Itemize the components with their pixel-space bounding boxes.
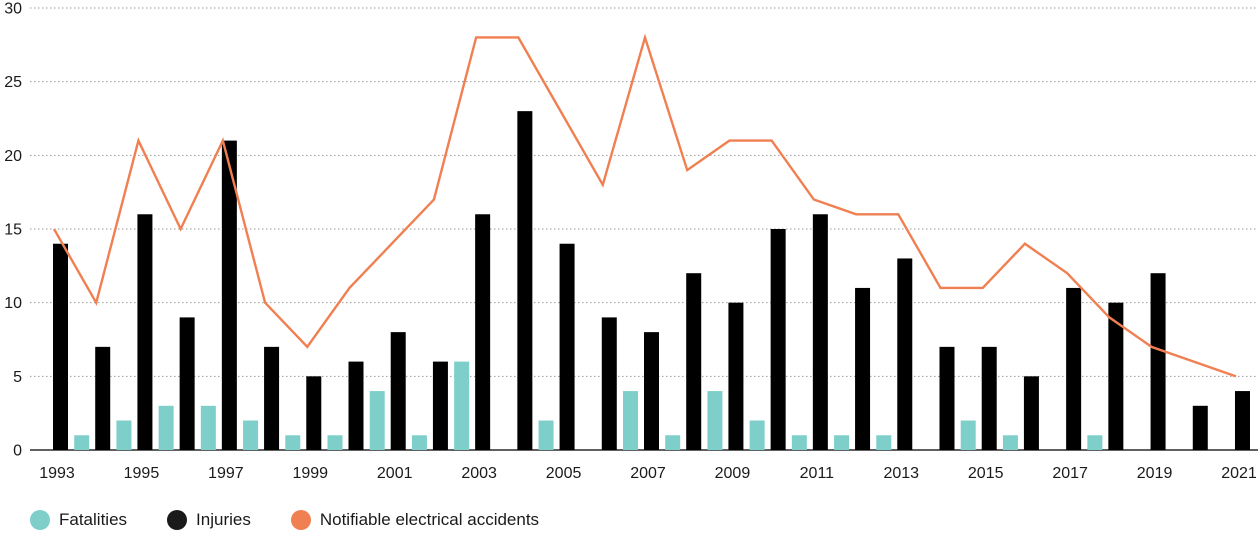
fatalities-bar-2012 <box>834 435 850 450</box>
legend-swatch-notifiable <box>290 510 311 530</box>
injuries-bar-2010 <box>770 229 786 450</box>
injuries-bar-1997 <box>221 140 237 450</box>
y-tick-label-10: 10 <box>4 295 22 312</box>
fatalities-bar-2015 <box>960 420 976 450</box>
injuries-bar-2021 <box>1234 391 1250 450</box>
injuries-bar-2019 <box>1150 273 1166 450</box>
x-tick-label-2003: 2003 <box>461 465 497 482</box>
injuries-bar-2018 <box>1108 302 1124 450</box>
injuries-bar-2020 <box>1192 405 1208 450</box>
fatalities-bar-2000 <box>327 435 343 450</box>
fatalities-bar-2008 <box>665 435 681 450</box>
injuries-bar-2000 <box>348 361 364 450</box>
x-tick-label-1997: 1997 <box>208 465 244 482</box>
x-tick-label-1999: 1999 <box>292 465 328 482</box>
injuries-bar-1993 <box>53 243 68 450</box>
injuries-bar-2015 <box>981 346 997 450</box>
y-tick-label-0: 0 <box>13 443 22 460</box>
y-tick-label-30: 30 <box>4 1 22 18</box>
x-tick-label-2009: 2009 <box>715 465 751 482</box>
fatalities-bar-2010 <box>749 420 765 450</box>
injuries-bar-1994 <box>95 346 111 450</box>
injuries-bar-2016 <box>1023 376 1039 450</box>
fatalities-bar-2018 <box>1087 435 1103 450</box>
y-tick-label-20: 20 <box>4 148 22 165</box>
legend-item-injuries: Injuries <box>167 510 251 530</box>
x-tick-label-2011: 2011 <box>800 465 835 482</box>
x-tick-label-2019: 2019 <box>1137 465 1173 482</box>
injuries-bar-2007 <box>643 332 659 450</box>
injuries-bar-2004 <box>517 111 533 450</box>
x-tick-label-1993: 1993 <box>39 465 75 482</box>
fatalities-bar-2016 <box>1002 435 1018 450</box>
x-axis-tick-labels: 1993 1995 1997 1999 2001 2003 2005 2007 2009 2011… <box>39 465 1257 482</box>
fatalities-bar-2001 <box>369 391 385 450</box>
notifiable-electrical-accidents-line <box>52 33 1237 378</box>
fatalities-bar-1996 <box>158 405 174 450</box>
legend-item-fatalities: Fatalities <box>30 510 127 530</box>
injuries-bar-1998 <box>264 346 280 450</box>
x-tick-label-2007: 2007 <box>630 465 666 482</box>
x-tick-label-2017: 2017 <box>1052 465 1088 482</box>
fatalities-bar-1995 <box>116 420 132 450</box>
fatalities-bar-2009 <box>707 391 723 450</box>
y-tick-label-15: 15 <box>4 222 22 239</box>
fatalities-bar-1999 <box>285 435 301 450</box>
injuries-bar-2011 <box>812 214 828 450</box>
injuries-bar-2008 <box>686 273 702 450</box>
x-tick-label-2013: 2013 <box>883 465 919 482</box>
chart: 0 5 10 15 20 25 30 1993 1995 1997 1999 2001 2003 200… <box>4 1 1258 482</box>
legend-label-injuries: Injuries <box>196 510 251 529</box>
fatalities-bar-2007 <box>622 391 638 450</box>
fatalities-bar-2005 <box>538 420 554 450</box>
x-tick-label-2005: 2005 <box>546 465 582 482</box>
injuries-bar-2002 <box>432 361 448 450</box>
legend: Fatalities Injuries Notifiable electrica… <box>30 510 579 530</box>
injuries-bar-1995 <box>137 214 153 450</box>
y-tick-label-25: 25 <box>4 74 22 91</box>
injuries-bar-1999 <box>306 376 322 450</box>
bars <box>53 111 1250 450</box>
injuries-bar-2009 <box>728 302 744 450</box>
injuries-bar-2005 <box>559 243 575 450</box>
legend-item-notifiable: Notifiable electrical accidents <box>290 510 540 530</box>
x-tick-label-1995: 1995 <box>124 465 160 482</box>
x-tick-label-2001: 2001 <box>377 465 413 482</box>
legend-swatch-fatalities <box>30 510 50 530</box>
injuries-bar-2006 <box>601 317 617 450</box>
legend-label-notifiable: Notifiable electrical accidents <box>319 510 540 529</box>
x-tick-label-2021: 2021 <box>1221 465 1257 482</box>
fatalities-bar-2002 <box>411 435 427 450</box>
injuries-bar-2013 <box>897 258 913 450</box>
injuries-bar-2014 <box>939 346 955 450</box>
injuries-bar-2017 <box>1066 287 1082 450</box>
fatalities-bar-2003 <box>454 361 470 450</box>
injuries-bar-2003 <box>475 214 491 450</box>
legend-label-fatalities: Fatalities <box>59 510 128 529</box>
y-axis-tick-labels: 0 5 10 15 20 25 30 <box>4 1 22 460</box>
fatalities-bar-2011 <box>791 435 807 450</box>
line-series <box>52 33 1237 378</box>
legend-swatch-injuries <box>167 510 188 530</box>
x-tick-label-2015: 2015 <box>968 465 1004 482</box>
injuries-bar-2012 <box>855 287 871 450</box>
fatalities-bar-2013 <box>876 435 892 450</box>
y-tick-label-5: 5 <box>13 369 22 386</box>
fatalities-bar-1998 <box>243 420 259 450</box>
injuries-bar-1996 <box>179 317 195 450</box>
fatalities-bar-1997 <box>200 405 216 450</box>
fatalities-bar-1994 <box>74 435 90 450</box>
injuries-bar-2001 <box>390 332 406 450</box>
